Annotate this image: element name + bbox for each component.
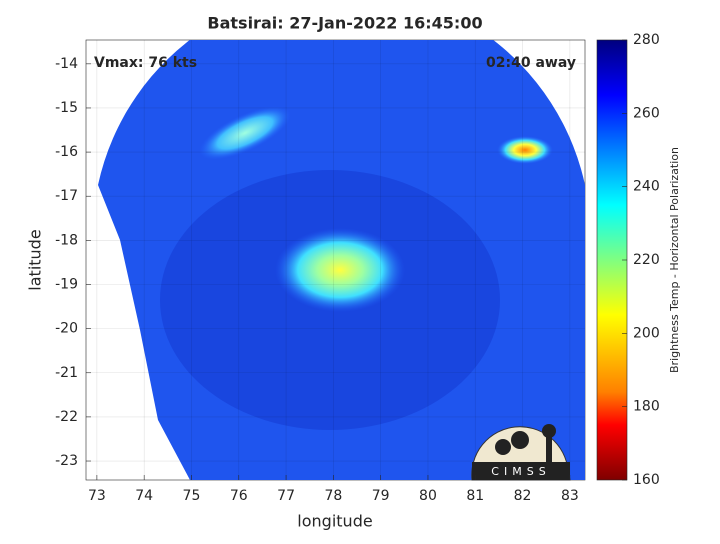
convective-cell	[497, 136, 553, 164]
chart-title: Batsirai: 27-Jan-2022 16:45:00	[207, 14, 482, 33]
logo: CIMSS	[471, 424, 571, 481]
logo-dish	[495, 439, 511, 455]
y-tick-label: -18	[55, 232, 78, 248]
colorbar-tick-label: 160	[633, 472, 660, 488]
colorbar-tick-label: 260	[633, 105, 660, 121]
y-tick-label: -16	[55, 144, 78, 160]
grid	[86, 40, 585, 480]
logo-tower	[542, 424, 556, 438]
y-tick-label: -17	[55, 188, 78, 204]
y-tick-label: -14	[55, 56, 78, 72]
core	[275, 228, 405, 312]
x-tick-label: 80	[419, 488, 437, 504]
x-tick-label: 73	[88, 488, 106, 504]
x-tick-label: 75	[183, 488, 201, 504]
x-tick-label: 77	[277, 488, 295, 504]
logo-dish	[511, 431, 529, 449]
colorbar-tick-label: 200	[633, 325, 660, 341]
x-tick-label: 76	[230, 488, 248, 504]
logo-tower	[546, 436, 552, 462]
x-tick-label: 74	[135, 488, 153, 504]
y-tick-label: -20	[55, 321, 78, 337]
logo-band	[472, 462, 570, 480]
x-tick-label: 78	[324, 488, 342, 504]
logo-text: CIMSS	[491, 465, 550, 478]
x-tick-label: 79	[372, 488, 390, 504]
swath	[98, 40, 585, 480]
x-tick-label: 81	[466, 488, 484, 504]
colorbar-tick-label: 180	[633, 399, 660, 415]
y-tick-label: -19	[55, 276, 78, 292]
annotation: 02:40 away	[486, 55, 576, 71]
colorbar-tick-label: 220	[633, 252, 660, 268]
colorbar-tick-label: 280	[633, 32, 660, 48]
y-tick-label: -21	[55, 365, 78, 381]
cloud-band	[199, 106, 291, 160]
colorbar-label: Brightness Temp - Horizontal Polarizatio…	[668, 147, 681, 373]
x-tick-label: 83	[561, 488, 579, 504]
colorbar-tick-label: 240	[633, 179, 660, 195]
y-tick-label: -15	[55, 100, 78, 116]
x-axis-label: longitude	[297, 512, 372, 531]
annotation: Vmax: 76 kts	[94, 55, 197, 71]
y-axis-label: latitude	[26, 229, 45, 290]
x-tick-label: 82	[514, 488, 532, 504]
y-tick-label: -23	[55, 453, 78, 469]
y-tick-label: -22	[55, 409, 78, 425]
